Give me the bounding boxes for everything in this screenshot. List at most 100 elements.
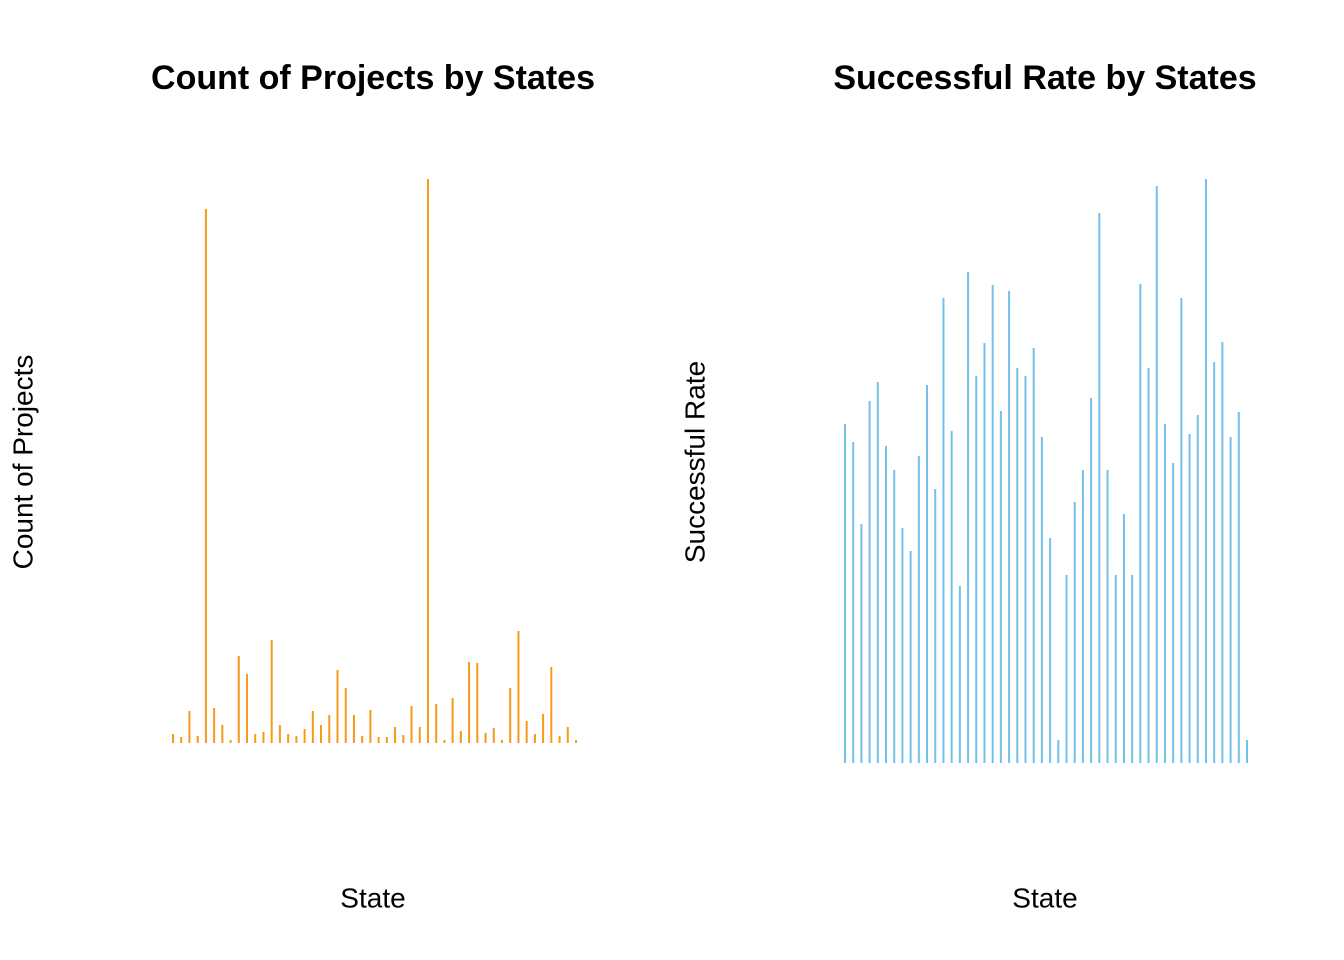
bar [517,631,520,743]
bar [533,734,536,743]
bar [1016,368,1019,763]
bar [221,725,224,743]
bar [385,737,388,743]
bar [1163,424,1166,763]
bar [468,662,471,743]
bar [254,734,257,743]
bar [1131,575,1134,763]
bar [484,733,487,743]
bar [509,688,512,743]
bar [1040,437,1043,763]
bar [213,708,216,743]
bar [172,734,174,743]
bar [542,714,545,743]
bar [204,209,207,743]
bar [1180,298,1183,763]
bar [311,711,314,743]
bar [1081,470,1084,763]
bar [1090,398,1093,763]
x-axis-label: State [340,882,405,913]
bar [1057,740,1060,763]
bar [975,376,978,763]
bar [500,740,503,743]
bar [942,298,945,763]
bar [983,343,986,763]
bar [443,740,446,743]
bar [451,698,454,743]
bar [492,728,495,743]
bar [566,727,569,743]
bar [246,674,249,743]
bar [320,725,323,743]
bar [402,735,405,743]
bar [278,725,281,743]
bar [1204,179,1207,763]
bar [1073,502,1076,763]
bar [844,424,846,763]
bar [1049,538,1052,763]
bar [476,663,479,743]
bar [1155,186,1158,763]
bar [1065,575,1068,763]
bar [885,446,888,763]
bar [575,740,577,743]
bar [1196,415,1199,763]
bar [196,736,199,743]
bar [1139,284,1142,763]
bar [410,706,413,743]
bar [287,734,290,743]
bar [426,179,429,743]
chart-title: Successful Rate by States [833,59,1256,97]
x-axis-label: State [1012,882,1077,913]
bar [917,456,920,763]
bar [352,715,355,743]
bar [328,715,331,743]
bar [1237,412,1240,763]
bar [229,740,232,743]
bar [1172,463,1175,763]
bar [295,736,298,743]
y-axis-label: Successful Rate [679,361,710,563]
bar [377,737,380,743]
bar [1114,575,1117,763]
bar [1246,740,1248,763]
bar [876,382,879,763]
bar [1147,368,1150,763]
y-axis-label: Count of Projects [7,355,38,570]
bar [901,528,904,763]
bar [860,524,863,763]
bar [958,586,961,763]
bar [1032,348,1035,763]
bar [1221,342,1224,763]
bar [967,272,970,763]
bar [361,736,364,743]
bar [926,385,929,763]
bar [237,656,240,743]
bar [336,670,339,743]
bar [369,710,372,743]
bar [950,431,953,763]
bar [1098,213,1101,763]
chart-title: Count of Projects by States [151,59,595,97]
bar [1024,376,1027,763]
bar [852,442,855,763]
bar [344,688,347,743]
bar [1229,437,1232,763]
bar [558,736,561,743]
bar [270,640,273,743]
bar [991,285,994,763]
bar [909,551,912,763]
bar [459,731,462,743]
bar [188,711,191,743]
bar [868,401,871,763]
bar [525,721,528,743]
bar [1213,362,1216,763]
bar [394,727,397,743]
bar [550,667,553,743]
bar [1188,434,1191,763]
bar [1106,470,1109,763]
bar [418,727,421,743]
bar [1008,291,1011,763]
bar [303,729,306,743]
